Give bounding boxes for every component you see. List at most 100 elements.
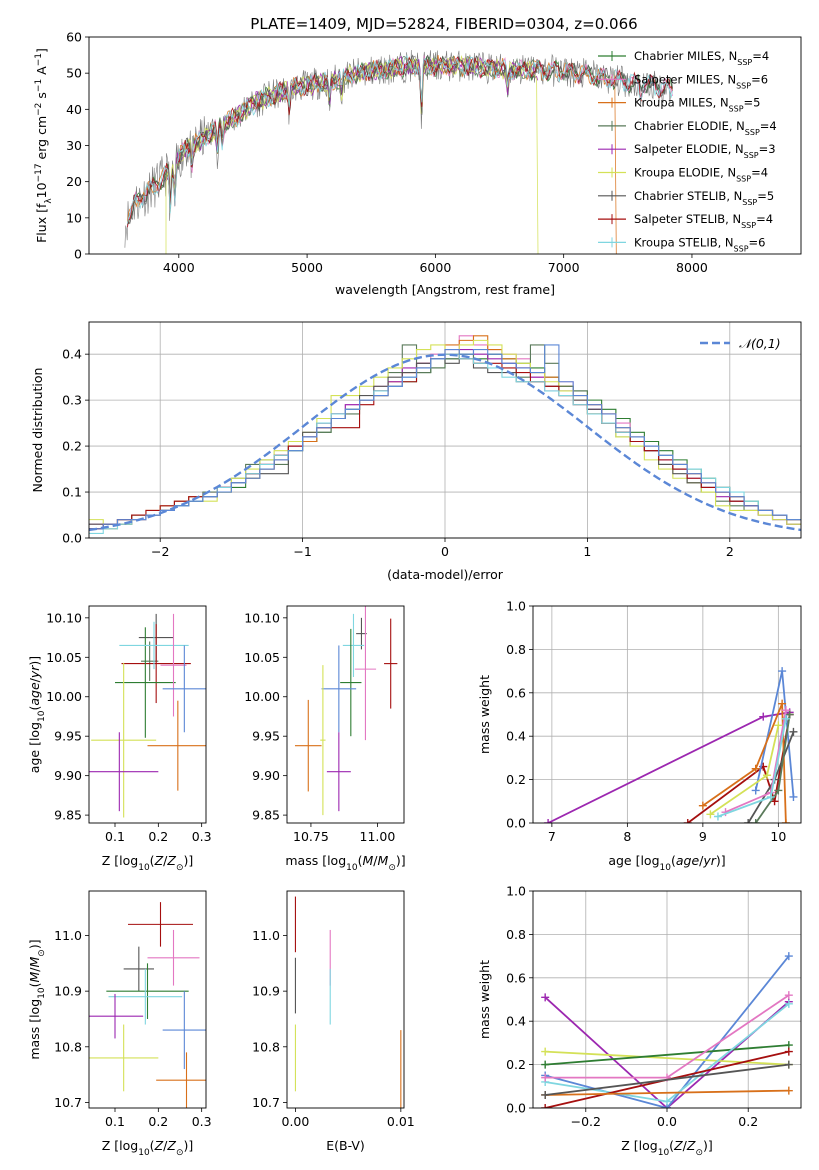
y-tick-label: 0.6 <box>506 685 526 700</box>
label-part: )] <box>396 853 406 868</box>
legend-label-sub: SSP <box>737 58 752 67</box>
age_vs_mass-x-label: mass [log10(M/M⊙)] <box>285 853 405 873</box>
label-part: Z <box>673 1138 683 1153</box>
y-tick-label: 0.3 <box>62 393 82 408</box>
label-part: / <box>373 853 378 868</box>
legend-label-sub: SSP <box>736 81 751 90</box>
y-tick-label: 1.0 <box>506 884 526 899</box>
age_vs_Z-y-label: age [log10(age/yr)] <box>27 656 47 773</box>
error-bar-point <box>89 732 159 812</box>
legend-label-text: Chabrier ELODIE, N <box>634 119 745 133</box>
label-part: )] <box>183 1138 193 1153</box>
label-part: 10 <box>658 1148 670 1158</box>
legend-label-sub: SSP <box>736 174 751 183</box>
y-tick-label: 10.00 <box>244 689 280 704</box>
mass-weight-marker <box>778 667 787 676</box>
x-tick-label: 9 <box>699 829 707 844</box>
mass_weight_vs_Z-x-label: Z [log10(Z/Z⊙)] <box>621 1138 713 1158</box>
label-part: 10 <box>138 1148 150 1158</box>
error-bar-point <box>162 645 206 733</box>
label-part: / <box>27 677 42 682</box>
label-part: mass weight <box>477 675 492 754</box>
x-tick-label: 1 <box>583 544 591 559</box>
mass-weight-marker <box>784 952 793 961</box>
legend-label-value: =4 <box>756 212 773 226</box>
label-part: Z [log <box>621 1138 657 1153</box>
label-part: Z <box>154 1138 164 1153</box>
mass-weight-marker <box>766 792 775 801</box>
legend-label-text: Salpeter MILES, N <box>634 72 736 86</box>
y-tick-label: 60 <box>66 30 82 45</box>
mass_vs_EBV-axes: 0.00 0.01 10.7 10.8 10.9 11.0 <box>252 928 415 1129</box>
legend-label-text: Kroupa MILES, N <box>634 96 729 110</box>
label-part: )] <box>183 853 193 868</box>
mass-weight-marker <box>784 1047 793 1056</box>
legend-label: Kroupa STELIB, NSSP=6 <box>634 235 765 253</box>
x-tick-label: −1 <box>293 544 311 559</box>
label-part: −1 <box>34 53 44 66</box>
mass-weight-marker <box>784 1086 793 1095</box>
mass-weight-marker <box>781 819 790 823</box>
mass-weight-marker <box>781 714 790 723</box>
plots-layer: 4000 5000 6000 7000 80000102030405060Chabrie… <box>27 30 802 1158</box>
error-bar-point <box>340 628 362 737</box>
age_vs_mass-axes: 10.75 11.00 9.85 9.90 9.95 10.00 10.05 10.10 <box>244 610 395 844</box>
label-part: A <box>34 66 49 79</box>
mass_vs_EBV-frame <box>286 890 405 1109</box>
legend-label-sub: SSP <box>742 197 757 206</box>
label-part: 10 <box>37 987 47 999</box>
x-tick-label: 4000 <box>163 260 195 275</box>
mass_vs_EBV-x-label: E(B-V) <box>326 1138 365 1153</box>
mass-weight-marker <box>774 786 783 795</box>
y-tick-label: 10 <box>66 210 82 225</box>
spectrum-x-label: wavelength [Angstrom, rest frame] <box>335 282 555 297</box>
y-tick-label: 30 <box>66 138 82 153</box>
x-tick-label: 2 <box>726 544 734 559</box>
error-bar-point <box>160 613 187 717</box>
figure-title: PLATE=1409, MJD=52824, FIBERID=0304, z=0… <box>250 15 637 33</box>
label-part: Flux [f <box>34 203 49 243</box>
age_vs_Z-axes: 0.1 0.2 0.3 9.85 9.90 9.95 10.00 10.05 10.10 <box>46 610 211 844</box>
error-bar-point <box>119 621 189 670</box>
mass_weight_vs_Z-y-label: mass weight <box>477 960 492 1039</box>
mass_weight_vs_age-frame <box>532 605 802 824</box>
label-part: 10 <box>34 182 49 198</box>
mass-weight-marker <box>541 1090 550 1099</box>
mass-weight-marker <box>541 993 550 1002</box>
legend-label: Chabrier MILES, NSSP=4 <box>634 49 769 67</box>
y-tick-label: 10.8 <box>252 1039 280 1054</box>
legend-label-text: Kroupa ELODIE, N <box>634 166 736 180</box>
error-bar-point <box>128 902 193 947</box>
spectrum-y-label: Flux [fλ10−17 erg cm−2 s−1 A−1] <box>34 48 54 243</box>
legend-label-sub: SSP <box>734 244 749 253</box>
x-tick-label: 0.2 <box>148 829 168 844</box>
legend-label-value: =3 <box>759 142 776 156</box>
legend-label: 𝒩(0,1) <box>739 336 781 351</box>
error-bar-point <box>294 699 322 792</box>
label-part: ⊙ <box>37 949 47 957</box>
y-tick-label: 0.8 <box>506 927 526 942</box>
x-tick-label: 0.2 <box>148 1114 168 1129</box>
error-bar-point <box>123 946 154 992</box>
legend-label: Salpeter STELIB, NSSP=4 <box>634 212 773 230</box>
mass-weight-marker <box>751 764 760 773</box>
y-tick-label: 9.90 <box>252 768 280 783</box>
y-tick-label: 10.05 <box>46 650 82 665</box>
y-tick-label: 10.9 <box>252 984 280 999</box>
y-tick-label: 0.0 <box>62 531 82 546</box>
mass-weight-marker <box>744 819 753 823</box>
label-part: Z <box>166 1138 176 1153</box>
age_vs_Z-plot-area <box>89 613 206 818</box>
label-part: 10 <box>37 710 47 722</box>
label-part: λ <box>44 198 54 204</box>
y-tick-label: 9.90 <box>54 768 82 783</box>
label-part: Z <box>686 1138 696 1153</box>
mass_weight_vs_age-axes: 7 8 9 10 0.0 0.2 0.4 0.6 0.8 1.0 <box>506 599 801 844</box>
error-bar-point <box>89 1024 159 1092</box>
label-part: ( <box>358 853 363 868</box>
y-tick-label: 0 <box>74 247 82 262</box>
label-part: erg cm <box>34 116 49 164</box>
label-part: yr <box>702 853 716 868</box>
y-tick-label: 9.95 <box>252 729 280 744</box>
